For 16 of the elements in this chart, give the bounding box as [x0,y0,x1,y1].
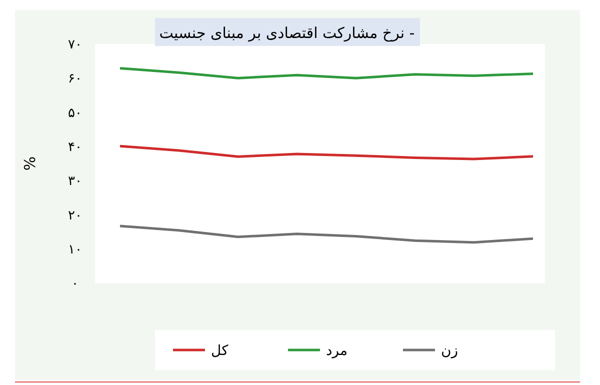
y-axis-title: % [21,156,39,171]
y-tick-label: ۳۰ [68,174,82,190]
line-series [118,224,534,244]
legend-label: مرد [326,342,348,359]
y-tick-label: ۰ [72,276,78,292]
y-tick-label: ۴۰ [68,140,82,155]
y-tick-label: ۵۰ [68,106,82,121]
y-tick-label: ۶۰ [68,72,82,87]
chart-title: - نرخ مشارکت اقتصادی بر مبنای جنسیت [159,24,415,42]
y-tick-label: ۷۰ [68,38,82,53]
legend-label: زن [441,342,458,359]
line-series [118,66,534,80]
legend-label: کل [211,342,229,359]
y-tick-label: ۲۰ [68,208,82,224]
line-series [118,144,534,160]
y-tick-label: ۱۰ [68,242,82,258]
